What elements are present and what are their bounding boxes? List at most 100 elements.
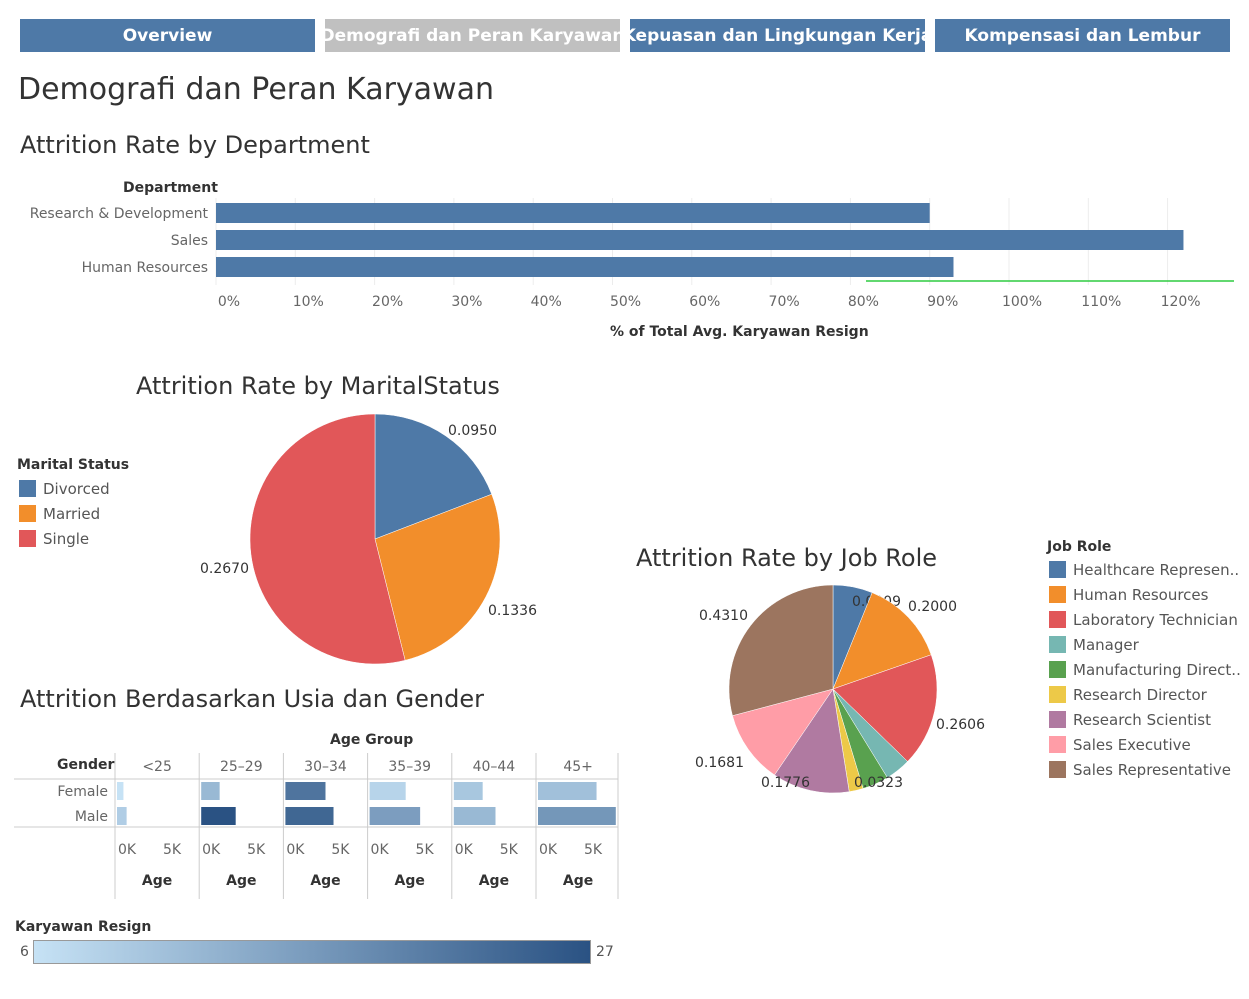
age-x-tick-label: 0K	[455, 842, 474, 858]
jobrole-legend-item[interactable]: Laboratory Technician	[1049, 607, 1241, 632]
age-gender-bar	[538, 782, 597, 800]
age-gender-bar	[369, 782, 406, 800]
marital-legend-title: Marital Status	[17, 457, 130, 473]
jobrole-legend-item[interactable]: Manufacturing Direct..	[1049, 657, 1241, 682]
marital-legend-item[interactable]: Single	[19, 526, 110, 551]
jobrole-slice	[732, 688, 834, 776]
age-x-tick-label: 5K	[584, 842, 603, 858]
jobrole-legend-item[interactable]: Sales Executive	[1049, 732, 1241, 757]
age-gender-bar	[369, 807, 421, 825]
jobrole-slice-label: 0.0323	[854, 775, 903, 791]
marital-legend-item[interactable]: Married	[19, 501, 110, 526]
marital-slice-label: 0.1336	[488, 603, 537, 619]
jobrole-legend-item[interactable]: Research Director	[1049, 682, 1241, 707]
tab-overview[interactable]: Overview	[20, 19, 315, 52]
jobrole-slice-label: 0.1776	[761, 775, 810, 791]
age-gender-bar	[117, 782, 124, 800]
department-x-tick-label: 40%	[531, 294, 562, 310]
resign-legend-min: 6	[20, 944, 29, 960]
legend-label: Manager	[1073, 635, 1139, 654]
legend-label: Laboratory Technician	[1073, 610, 1238, 629]
gender-header: Gender	[57, 757, 115, 773]
jobrole-legend-title: Job Role	[1047, 539, 1112, 555]
department-x-tick-label: 80%	[848, 294, 879, 310]
age-x-axis-label: Age	[479, 873, 509, 889]
department-category-label: Sales	[171, 233, 208, 249]
age-group-label: 35–39	[388, 759, 431, 775]
jobrole-slice-label: 0.4310	[699, 608, 748, 624]
jobrole-slice	[832, 654, 938, 762]
department-x-tick-label: 30%	[451, 294, 482, 310]
department-x-tick-label: 120%	[1161, 294, 1201, 310]
jobrole-slice-label: 0.2606	[936, 717, 985, 733]
age-x-tick-label: 5K	[416, 842, 435, 858]
tab-kompensasi-dan-lembur[interactable]: Kompensasi dan Lembur	[935, 19, 1230, 52]
department-x-tick-label: 20%	[372, 294, 403, 310]
jobrole-legend-item[interactable]: Sales Representative	[1049, 757, 1241, 782]
legend-swatch	[1049, 611, 1066, 628]
age-x-tick-label: 0K	[286, 842, 305, 858]
age-gender-bar-chart: <25 0K 5K Age 25–29 0K 5K Age 30–34 0K 5K Age 35–39 0…	[14, 753, 619, 899]
page-title: Demografi dan Peran Karyawan	[18, 72, 494, 107]
department-category-label: Research & Development	[30, 206, 209, 222]
age-x-tick-label: 0K	[118, 842, 137, 858]
legend-swatch	[19, 480, 36, 497]
age-gender-bar	[285, 807, 334, 825]
legend-label: Human Resources	[1073, 585, 1209, 604]
age-gender-bar	[453, 807, 496, 825]
marital-legend-item[interactable]: Divorced	[19, 476, 110, 501]
department-x-tick-label: 90%	[927, 294, 958, 310]
legend-swatch	[19, 505, 36, 522]
jobrole-pie-chart: 0.09090.20000.26060.03230.17760.16810.43…	[695, 584, 985, 794]
legend-label: Sales Representative	[1073, 760, 1232, 779]
marital-slice	[249, 413, 406, 665]
age-group-label: 25–29	[220, 759, 263, 775]
jobrole-legend-item[interactable]: Human Resources	[1049, 582, 1241, 607]
age-x-axis-label: Age	[310, 873, 340, 889]
legend-swatch	[1049, 561, 1066, 578]
department-x-tick-label: 60%	[689, 294, 720, 310]
age-group-label: 45+	[563, 759, 593, 775]
marital-pie-chart: 0.0950 0.1336 0.2670	[200, 413, 537, 665]
legend-swatch	[1049, 636, 1066, 653]
tab-demografi-dan-peran-karyawan[interactable]: Demografi dan Peran Karyawan	[321, 19, 624, 52]
department-chart-title: Attrition Rate by Department	[20, 131, 370, 159]
marital-chart-title: Attrition Rate by MaritalStatus	[136, 372, 500, 400]
legend-swatch	[1049, 761, 1066, 778]
legend-label: Single	[43, 529, 90, 548]
legend-label: Healthcare Represen..	[1073, 560, 1240, 579]
legend-label: Research Director	[1073, 685, 1207, 704]
age-x-tick-label: 0K	[371, 842, 390, 858]
gender-row-label: Male	[75, 809, 108, 825]
jobrole-slice	[832, 592, 932, 690]
department-x-tick-label: 110%	[1081, 294, 1121, 310]
jobrole-legend-item[interactable]: Manager	[1049, 632, 1241, 657]
marital-slice-label: 0.2670	[200, 561, 249, 577]
jobrole-slice	[728, 584, 834, 716]
marital-legend: Divorced Married Single	[19, 476, 110, 551]
department-x-tick-label: 70%	[769, 294, 800, 310]
gender-row-label: Female	[57, 784, 108, 800]
resign-legend-gradient	[33, 940, 591, 964]
age-gender-chart-title: Attrition Berdasarkan Usia dan Gender	[20, 685, 484, 713]
age-x-axis-label: Age	[226, 873, 256, 889]
jobrole-slice	[774, 688, 850, 794]
tab-kepuasan-dan-lingkungan-kerja[interactable]: Kepuasan dan Lingkungan Kerja	[623, 19, 932, 52]
age-x-tick-label: 0K	[202, 842, 221, 858]
marital-slice	[374, 493, 501, 661]
marital-slice-label: 0.0950	[448, 423, 497, 439]
jobrole-slice-label: 0.1681	[695, 755, 744, 771]
age-group-label: 30–34	[304, 759, 347, 775]
legend-swatch	[1049, 661, 1066, 678]
jobrole-legend-item[interactable]: Research Scientist	[1049, 707, 1241, 732]
age-x-tick-label: 5K	[247, 842, 266, 858]
age-x-axis-label: Age	[142, 873, 172, 889]
department-x-tick-label: 10%	[293, 294, 324, 310]
age-x-axis-label: Age	[563, 873, 593, 889]
age-gender-bar	[201, 782, 220, 800]
legend-swatch	[1049, 586, 1066, 603]
jobrole-legend-item[interactable]: Healthcare Represen..	[1049, 557, 1241, 582]
department-x-axis-label: % of Total Avg. Karyawan Resign	[610, 324, 869, 340]
age-gender-bar	[453, 782, 483, 800]
legend-swatch	[1049, 711, 1066, 728]
